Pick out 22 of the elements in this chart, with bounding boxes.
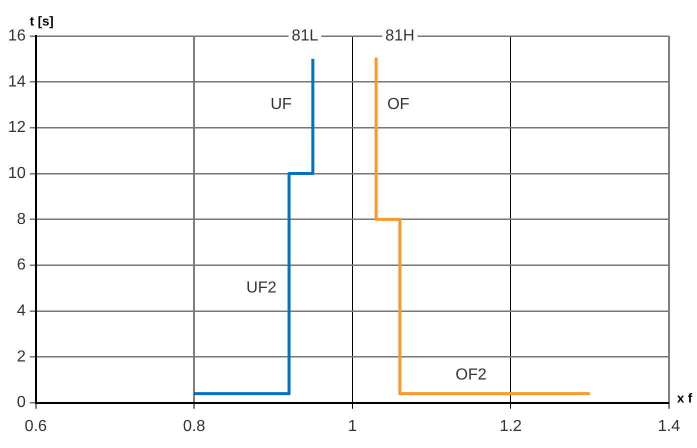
x-axis-title: x f [677,390,693,406]
y-tick-label: 4 [16,302,26,320]
y-tick-label: 14 [8,73,26,90]
y-tick-label: 16 [8,27,26,44]
annotation: 81H [385,27,415,44]
annotation: OF2 [456,366,487,384]
y-tick-label: 2 [16,348,26,366]
x-tick-label: 1.2 [500,418,522,435]
y-tick-label: 12 [8,119,26,136]
annotation: 81L [292,27,318,44]
y-tick-label: 0 [16,394,26,412]
x-tick-label: 1 [348,418,357,435]
x-tick-label: 0.6 [24,418,48,435]
x-tick-label: 0.8 [182,418,206,435]
annotation: UF2 [246,280,277,297]
y-tick-label: 6 [16,256,26,274]
annotation: OF [387,96,410,114]
x-tick-label: 1.4 [658,418,680,435]
y-tick-label: 8 [16,210,26,228]
y-axis-title: t [s] [30,14,54,29]
annotation: UF [270,96,292,114]
y-tick-label: 10 [8,164,26,182]
